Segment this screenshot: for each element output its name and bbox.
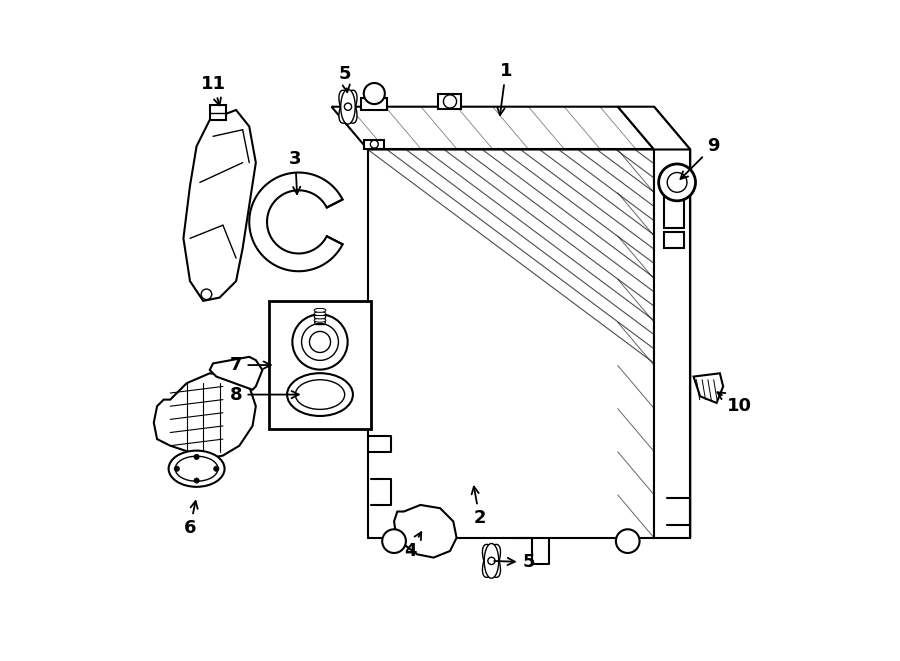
Bar: [361, 98, 388, 110]
Text: 2: 2: [472, 486, 486, 527]
Polygon shape: [154, 373, 256, 459]
Ellipse shape: [287, 373, 353, 416]
Circle shape: [659, 164, 696, 201]
Polygon shape: [617, 106, 690, 149]
Circle shape: [364, 83, 385, 104]
Circle shape: [371, 140, 378, 148]
Circle shape: [382, 529, 406, 553]
Text: 11: 11: [201, 75, 226, 105]
Ellipse shape: [176, 456, 218, 481]
Polygon shape: [210, 357, 263, 390]
Circle shape: [202, 289, 211, 299]
Polygon shape: [341, 89, 356, 124]
Polygon shape: [482, 545, 500, 577]
Polygon shape: [368, 149, 654, 538]
Polygon shape: [482, 545, 500, 578]
Circle shape: [310, 331, 330, 352]
Text: 9: 9: [680, 137, 719, 179]
Polygon shape: [654, 106, 690, 538]
Bar: [269, 301, 371, 429]
Polygon shape: [694, 373, 724, 403]
Text: 4: 4: [404, 532, 421, 560]
Circle shape: [616, 529, 640, 553]
Text: 1: 1: [498, 61, 512, 115]
Ellipse shape: [168, 451, 225, 487]
Circle shape: [667, 173, 687, 192]
Ellipse shape: [314, 312, 326, 315]
Ellipse shape: [295, 380, 345, 409]
Circle shape: [488, 557, 495, 564]
Circle shape: [175, 466, 179, 471]
Text: 6: 6: [184, 501, 198, 537]
Polygon shape: [654, 149, 690, 538]
Circle shape: [302, 323, 338, 360]
Polygon shape: [394, 505, 456, 558]
Bar: [364, 139, 384, 149]
Bar: [664, 189, 684, 229]
Circle shape: [194, 478, 199, 483]
Polygon shape: [339, 90, 357, 123]
Circle shape: [213, 466, 219, 471]
Circle shape: [292, 315, 347, 369]
Bar: [211, 105, 226, 120]
Text: 10: 10: [717, 392, 752, 415]
Text: 8: 8: [230, 385, 299, 404]
Polygon shape: [484, 543, 499, 578]
Ellipse shape: [314, 309, 326, 313]
Polygon shape: [249, 173, 343, 271]
Ellipse shape: [314, 318, 326, 322]
Text: 3: 3: [289, 150, 302, 194]
Circle shape: [444, 95, 456, 108]
Text: 7: 7: [230, 356, 271, 374]
Polygon shape: [331, 106, 654, 149]
Text: 5: 5: [494, 553, 535, 571]
Bar: [664, 232, 684, 249]
Ellipse shape: [314, 315, 326, 319]
Polygon shape: [339, 90, 357, 123]
Polygon shape: [184, 110, 256, 301]
Circle shape: [345, 103, 352, 110]
Circle shape: [194, 454, 199, 459]
Bar: [438, 95, 461, 108]
Text: 5: 5: [338, 65, 351, 92]
